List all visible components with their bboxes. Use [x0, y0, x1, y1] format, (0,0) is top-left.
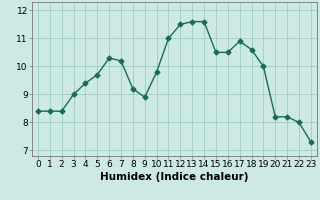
X-axis label: Humidex (Indice chaleur): Humidex (Indice chaleur) — [100, 172, 249, 182]
